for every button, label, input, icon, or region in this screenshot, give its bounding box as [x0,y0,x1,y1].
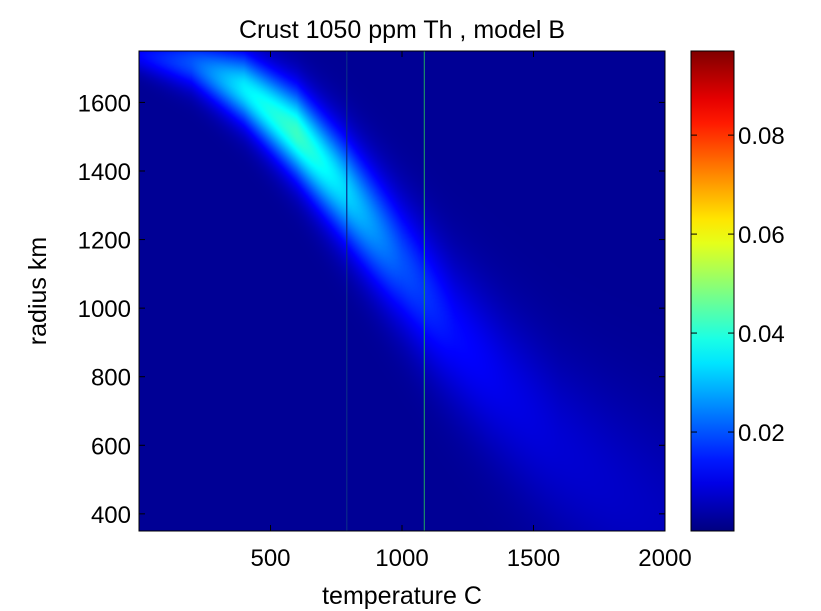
chart-title: Crust 1050 ppm Th , model B [239,16,565,44]
colorbar-tick-label: 0.02 [738,420,785,447]
x-tick-label: 1000 [375,545,428,572]
y-tick-label: 1600 [78,90,131,117]
x-axis: 500 1000 1500 2000 [250,51,692,572]
x-axis-label: temperature C [322,582,482,610]
colorbar-gradient [691,51,734,531]
colorbar-tick-label: 0.06 [738,222,785,249]
x-tick-label: 2000 [638,545,691,572]
y-axis: 400 600 800 1000 1200 1400 1600 [78,90,665,529]
y-tick-label: 400 [91,502,131,529]
colorbar-frame [690,50,735,532]
y-tick-label: 1000 [78,296,131,323]
plot-area [138,50,666,532]
x-tick-label: 1500 [507,545,560,572]
y-axis-label: radius km [24,237,52,345]
y-tick-label: 1400 [78,159,131,186]
x-tick-label: 500 [250,545,290,572]
colorbar: 0.02 0.04 0.06 0.08 [690,50,785,532]
colorbar-tick-label: 0.04 [738,321,785,348]
heatmap-image [139,51,665,531]
y-tick-label: 1200 [78,228,131,255]
y-tick-label: 800 [91,365,131,392]
y-tick-label: 600 [91,433,131,460]
colorbar-tick-label: 0.08 [738,123,785,150]
